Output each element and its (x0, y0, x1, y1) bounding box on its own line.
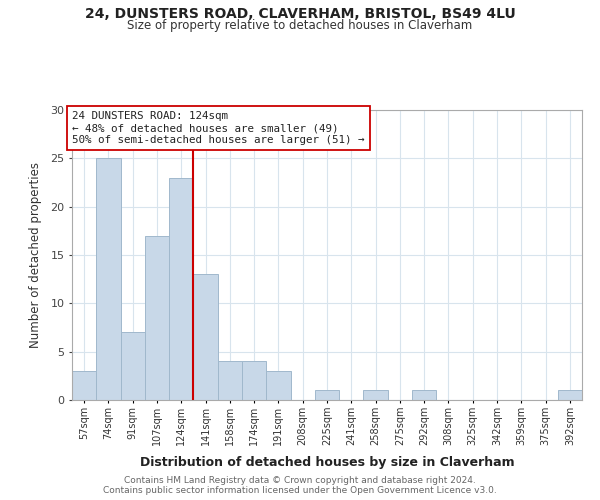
Bar (412, 390, 436, 400)
Y-axis label: Number of detached properties: Number of detached properties (29, 162, 42, 348)
X-axis label: Distribution of detached houses by size in Claverham: Distribution of detached houses by size … (140, 456, 514, 469)
Bar (169, 178, 193, 400)
Bar (121, 332, 145, 400)
Text: Contains HM Land Registry data © Crown copyright and database right 2024.: Contains HM Land Registry data © Crown c… (124, 476, 476, 485)
Text: 24, DUNSTERS ROAD, CLAVERHAM, BRISTOL, BS49 4LU: 24, DUNSTERS ROAD, CLAVERHAM, BRISTOL, B… (85, 8, 515, 22)
Bar (558, 390, 582, 400)
Bar (315, 390, 339, 400)
Bar (266, 371, 290, 400)
Text: Size of property relative to detached houses in Claverham: Size of property relative to detached ho… (127, 19, 473, 32)
Text: Contains public sector information licensed under the Open Government Licence v3: Contains public sector information licen… (103, 486, 497, 495)
Text: 24 DUNSTERS ROAD: 124sqm
← 48% of detached houses are smaller (49)
50% of semi-d: 24 DUNSTERS ROAD: 124sqm ← 48% of detach… (72, 112, 365, 144)
Bar (72, 371, 96, 400)
Bar (193, 274, 218, 400)
Bar (218, 362, 242, 400)
Bar (96, 158, 121, 400)
Bar (364, 390, 388, 400)
Bar (145, 236, 169, 400)
Bar (242, 362, 266, 400)
